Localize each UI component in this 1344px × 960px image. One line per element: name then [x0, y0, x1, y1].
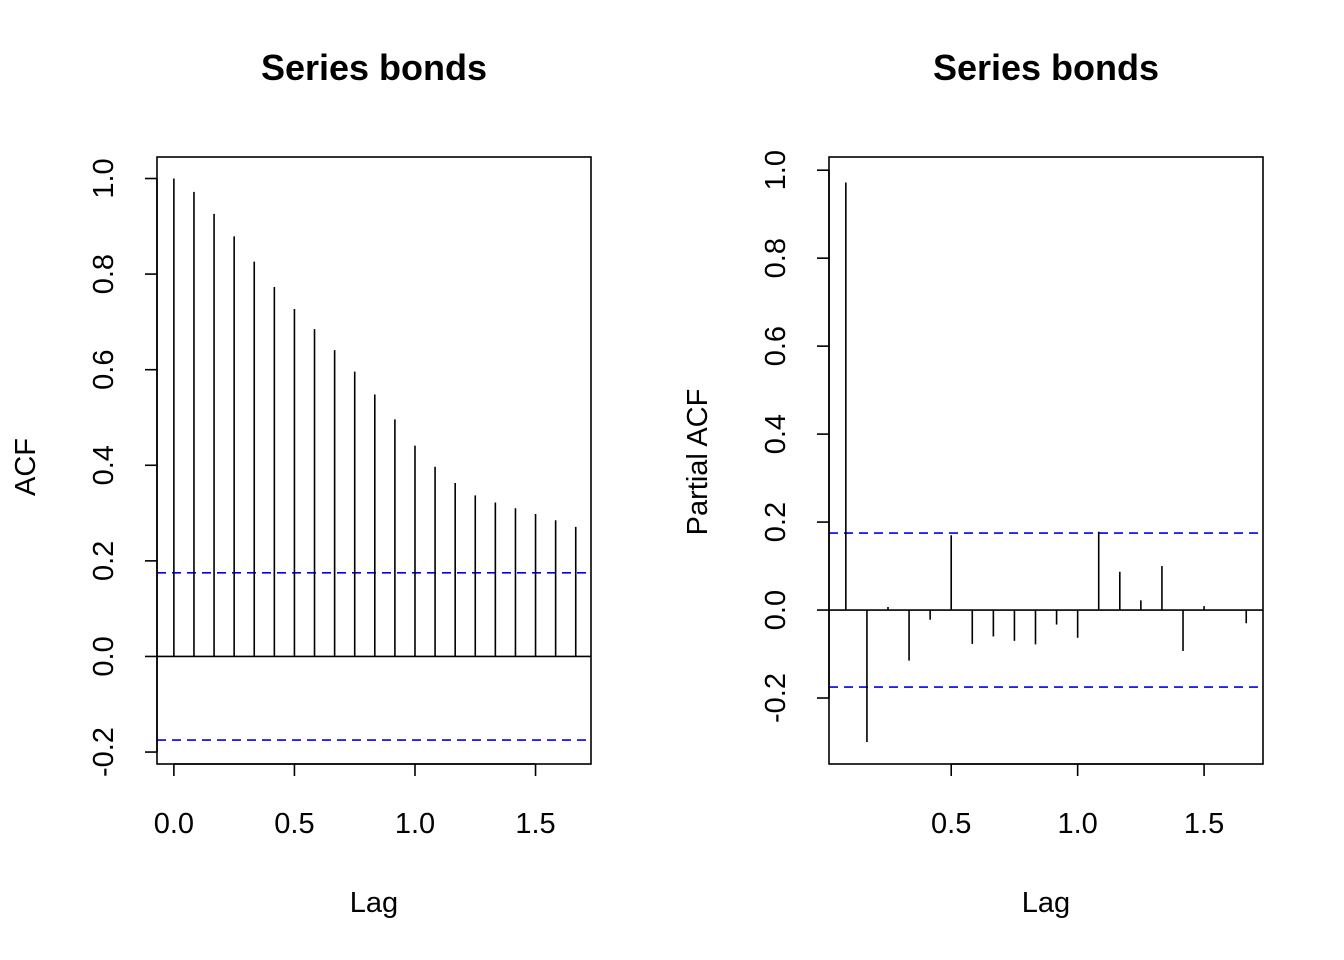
acf-x-tick-label: 1.0	[395, 808, 435, 840]
pacf-y-tick-label: 0.6	[760, 326, 792, 366]
pacf-x-tick-label: 0.5	[931, 808, 971, 840]
acf-y-tick-label: 0.8	[88, 254, 120, 294]
acf-ylabel: ACF	[10, 438, 42, 496]
acf-y-tick-label: 0.6	[88, 350, 120, 390]
acf-y-tick-label: -0.2	[88, 727, 120, 777]
pacf-xlabel: Lag	[1022, 887, 1070, 919]
acf-y-tick-label: 0.4	[88, 445, 120, 485]
pacf-y-tick-label: 1.0	[760, 150, 792, 190]
acf-y-tick-label: 1.0	[88, 158, 120, 198]
pacf-plot-frame	[828, 156, 1264, 765]
pacf-y-tick-label: 0.8	[760, 238, 792, 278]
acf-title: Series bonds	[261, 47, 487, 88]
acf-y-tick-label: 0.0	[88, 636, 120, 676]
pacf-y-tick-label: 0.2	[760, 502, 792, 542]
pacf-title: Series bonds	[933, 47, 1159, 88]
pacf-y-tick-label: -0.2	[760, 673, 792, 723]
acf-panel: Series bonds Lag ACF 0.0 0.5 1.0 1.5 -0.2 0.0…	[10, 47, 592, 919]
pacf-x-tick-label: 1.5	[1184, 808, 1224, 840]
acf-y-tick-label: 0.2	[88, 541, 120, 581]
pacf-y-tick-label: 0.4	[760, 414, 792, 454]
acf-x-tick-label: 0.0	[154, 808, 194, 840]
acf-xlabel: Lag	[350, 887, 398, 919]
pacf-x-tick-label: 1.0	[1057, 808, 1097, 840]
pacf-panel: Series bonds Lag Partial ACF 0.5 1.0 1.5 -0…	[682, 47, 1264, 919]
pacf-ylabel: Partial ACF	[682, 389, 714, 536]
acf-x-tick-label: 1.5	[515, 808, 555, 840]
acf-x-tick-label: 0.5	[274, 808, 314, 840]
pacf-y-tick-label: 0.0	[760, 590, 792, 630]
